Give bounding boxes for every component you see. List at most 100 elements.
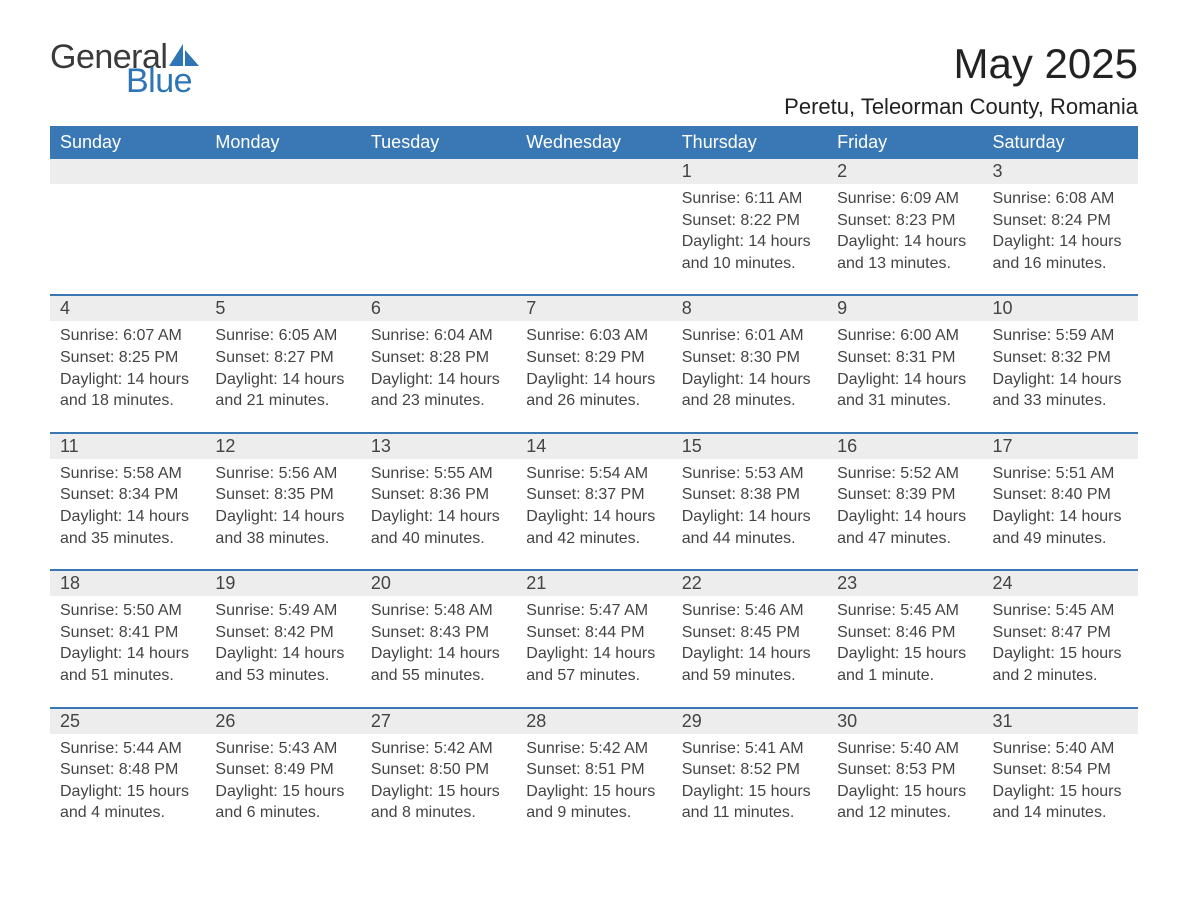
cell-details: Sunrise: 5:41 AMSunset: 8:52 PMDaylight:…	[682, 738, 817, 824]
sunset-text: Sunset: 8:51 PM	[526, 759, 661, 781]
cell-details: Sunrise: 5:40 AMSunset: 8:53 PMDaylight:…	[837, 738, 972, 824]
calendar-cell: 20Sunrise: 5:48 AMSunset: 8:43 PMDayligh…	[361, 569, 516, 706]
calendar-cell: 5 Sunrise: 6:05 AMSunset: 8:27 PMDaylight…	[205, 294, 360, 431]
day-header-row: Sunday Monday Tuesday Wednesday Thursday…	[50, 126, 1138, 159]
sunrise-text: Sunrise: 5:55 AM	[371, 463, 506, 485]
day-number	[50, 159, 205, 184]
sunset-text: Sunset: 8:25 PM	[60, 347, 195, 369]
cell-details: Sunrise: 6:11 AMSunset: 8:22 PMDaylight:…	[682, 188, 817, 274]
sunrise-text: Sunrise: 5:40 AM	[993, 738, 1128, 760]
calendar-cell: 17Sunrise: 5:51 AMSunset: 8:40 PMDayligh…	[983, 432, 1138, 569]
calendar-cell: 11 Sunrise: 5:58 AMSunset: 8:34 PMDayligh…	[50, 432, 205, 569]
daylight-text: Daylight: 15 hours and 12 minutes.	[837, 781, 972, 824]
daylight-text: Daylight: 14 hours and 35 minutes.	[60, 506, 195, 549]
sunset-text: Sunset: 8:46 PM	[837, 622, 972, 644]
sunrise-text: Sunrise: 6:07 AM	[60, 325, 195, 347]
cell-details: Sunrise: 5:52 AMSunset: 8:39 PMDaylight:…	[837, 463, 972, 549]
calendar-cell: 12Sunrise: 5:56 AMSunset: 8:35 PMDayligh…	[205, 432, 360, 569]
sunrise-text: Sunrise: 5:48 AM	[371, 600, 506, 622]
day-number: 8	[672, 294, 827, 321]
sunset-text: Sunset: 8:39 PM	[837, 484, 972, 506]
sunrise-text: Sunrise: 5:51 AM	[993, 463, 1128, 485]
daylight-text: Daylight: 14 hours and 23 minutes.	[371, 369, 506, 412]
calendar-cell: 13Sunrise: 5:55 AMSunset: 8:36 PMDayligh…	[361, 432, 516, 569]
sunset-text: Sunset: 8:36 PM	[371, 484, 506, 506]
sunrise-text: Sunrise: 6:08 AM	[993, 188, 1128, 210]
day-number: 12	[205, 432, 360, 459]
daylight-text: Daylight: 15 hours and 8 minutes.	[371, 781, 506, 824]
daylight-text: Daylight: 14 hours and 59 minutes.	[682, 643, 817, 686]
day-number	[205, 159, 360, 184]
day-number: 23	[827, 569, 982, 596]
calendar-week-row: 18Sunrise: 5:50 AMSunset: 8:41 PMDayligh…	[50, 569, 1138, 706]
daylight-text: Daylight: 14 hours and 51 minutes.	[60, 643, 195, 686]
calendar-cell: 19Sunrise: 5:49 AMSunset: 8:42 PMDayligh…	[205, 569, 360, 706]
daylight-text: Daylight: 14 hours and 31 minutes.	[837, 369, 972, 412]
day-number: 25	[50, 707, 205, 734]
topbar: General Blue May 2025 Peretu, Teleorman …	[50, 40, 1138, 120]
calendar-cell: 14Sunrise: 5:54 AMSunset: 8:37 PMDayligh…	[516, 432, 671, 569]
day-number: 14	[516, 432, 671, 459]
cell-details: Sunrise: 5:45 AMSunset: 8:47 PMDaylight:…	[993, 600, 1128, 686]
calendar-cell: 6Sunrise: 6:04 AMSunset: 8:28 PMDaylight…	[361, 294, 516, 431]
calendar-cell: 30 Sunrise: 5:40 AMSunset: 8:53 PMDayligh…	[827, 707, 982, 844]
day-number: 30	[827, 707, 982, 734]
logo-text-blue: Blue	[126, 64, 192, 98]
cell-details: Sunrise: 5:48 AMSunset: 8:43 PMDaylight:…	[371, 600, 506, 686]
sunset-text: Sunset: 8:52 PM	[682, 759, 817, 781]
day-number: 9	[827, 294, 982, 321]
sunset-text: Sunset: 8:42 PM	[215, 622, 350, 644]
day-number: 6	[361, 294, 516, 321]
sunrise-text: Sunrise: 5:40 AM	[837, 738, 972, 760]
calendar-cell: 24Sunrise: 5:45 AMSunset: 8:47 PMDayligh…	[983, 569, 1138, 706]
sunset-text: Sunset: 8:47 PM	[993, 622, 1128, 644]
day-number: 29	[672, 707, 827, 734]
calendar-cell: 4Sunrise: 6:07 AMSunset: 8:25 PMDaylight…	[50, 294, 205, 431]
daylight-text: Daylight: 14 hours and 33 minutes.	[993, 369, 1128, 412]
calendar-cell: 29 Sunrise: 5:41 AMSunset: 8:52 PMDayligh…	[672, 707, 827, 844]
sunset-text: Sunset: 8:32 PM	[993, 347, 1128, 369]
daylight-text: Daylight: 14 hours and 44 minutes.	[682, 506, 817, 549]
day-header: Wednesday	[516, 126, 671, 159]
calendar-cell: 2 Sunrise: 6:09 AMSunset: 8:23 PMDaylight…	[827, 159, 982, 294]
day-header: Sunday	[50, 126, 205, 159]
day-number: 21	[516, 569, 671, 596]
calendar-cell: 9 Sunrise: 6:00 AMSunset: 8:31 PMDaylight…	[827, 294, 982, 431]
cell-details: Sunrise: 5:42 AMSunset: 8:51 PMDaylight:…	[526, 738, 661, 824]
calendar-cell: 31Sunrise: 5:40 AMSunset: 8:54 PMDayligh…	[983, 707, 1138, 844]
day-number	[361, 159, 516, 184]
calendar-page: General Blue May 2025 Peretu, Teleorman …	[0, 0, 1188, 874]
cell-details: Sunrise: 6:00 AMSunset: 8:31 PMDaylight:…	[837, 325, 972, 411]
cell-details: Sunrise: 6:09 AMSunset: 8:23 PMDaylight:…	[837, 188, 972, 274]
day-number: 13	[361, 432, 516, 459]
cell-details: Sunrise: 6:05 AMSunset: 8:27 PMDaylight:…	[215, 325, 350, 411]
sunrise-text: Sunrise: 5:43 AM	[215, 738, 350, 760]
daylight-text: Daylight: 15 hours and 9 minutes.	[526, 781, 661, 824]
daylight-text: Daylight: 14 hours and 38 minutes.	[215, 506, 350, 549]
sunrise-text: Sunrise: 5:49 AM	[215, 600, 350, 622]
daylight-text: Daylight: 14 hours and 47 minutes.	[837, 506, 972, 549]
calendar-cell	[50, 159, 205, 294]
calendar-cell: 28Sunrise: 5:42 AMSunset: 8:51 PMDayligh…	[516, 707, 671, 844]
day-number: 11	[50, 432, 205, 459]
day-number: 5	[205, 294, 360, 321]
day-number: 2	[827, 159, 982, 184]
sunrise-text: Sunrise: 5:58 AM	[60, 463, 195, 485]
sunrise-text: Sunrise: 5:53 AM	[682, 463, 817, 485]
sunrise-text: Sunrise: 6:03 AM	[526, 325, 661, 347]
sunset-text: Sunset: 8:37 PM	[526, 484, 661, 506]
sunrise-text: Sunrise: 6:11 AM	[682, 188, 817, 210]
title-block: May 2025 Peretu, Teleorman County, Roman…	[784, 40, 1138, 120]
cell-details: Sunrise: 6:01 AMSunset: 8:30 PMDaylight:…	[682, 325, 817, 411]
sunrise-text: Sunrise: 5:46 AM	[682, 600, 817, 622]
sunset-text: Sunset: 8:43 PM	[371, 622, 506, 644]
logo: General Blue	[50, 40, 199, 98]
calendar-week-row: 4Sunrise: 6:07 AMSunset: 8:25 PMDaylight…	[50, 294, 1138, 431]
sunrise-text: Sunrise: 5:54 AM	[526, 463, 661, 485]
sunset-text: Sunset: 8:34 PM	[60, 484, 195, 506]
sunrise-text: Sunrise: 6:04 AM	[371, 325, 506, 347]
day-header: Thursday	[672, 126, 827, 159]
daylight-text: Daylight: 15 hours and 1 minute.	[837, 643, 972, 686]
cell-details: Sunrise: 5:43 AMSunset: 8:49 PMDaylight:…	[215, 738, 350, 824]
day-number: 17	[983, 432, 1138, 459]
